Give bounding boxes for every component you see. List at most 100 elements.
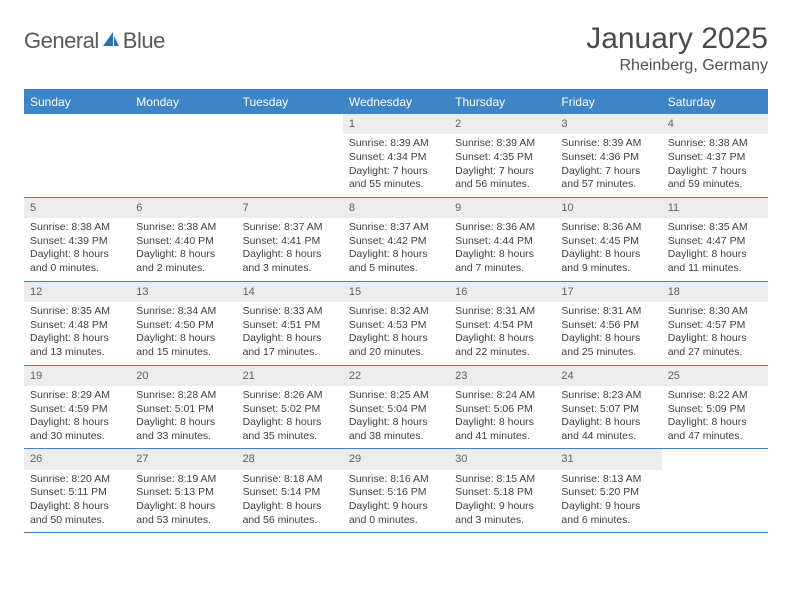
day-body: Sunrise: 8:24 AMSunset: 5:06 PMDaylight:… [449,386,555,449]
day-ss: Sunset: 4:54 PM [455,319,549,333]
day-ss: Sunset: 4:41 PM [243,235,337,249]
day-ss: Sunset: 5:02 PM [243,403,337,417]
logo-sail-icon [101,30,121,53]
day-number: 1 [343,114,449,134]
day-dl1: Daylight: 8 hours [30,332,124,346]
day-body: Sunrise: 8:36 AMSunset: 4:45 PMDaylight:… [555,218,661,281]
day-body: Sunrise: 8:22 AMSunset: 5:09 PMDaylight:… [662,386,768,449]
day-body: Sunrise: 8:31 AMSunset: 4:56 PMDaylight:… [555,302,661,365]
month-title: January 2025 [586,22,768,55]
calendar-page: General Blue January 2025 Rheinberg, Ger… [0,0,792,533]
day-cell: 3Sunrise: 8:39 AMSunset: 4:36 PMDaylight… [555,114,661,197]
day-number: 22 [343,366,449,386]
weeks-container: 1 Sunrise: 8:39 AMSunset: 4:34 PM Daylight… [24,114,768,533]
day-cell: 15Sunrise: 8:32 AMSunset: 4:53 PMDayligh… [343,282,449,365]
day-ss: Sunset: 5:18 PM [455,486,549,500]
day-dl2: and 47 minutes. [668,430,762,444]
day-cell [662,449,768,532]
day-cell: 27Sunrise: 8:19 AMSunset: 5:13 PMDayligh… [130,449,236,532]
day-sr: Sunrise: 8:29 AM [30,389,124,403]
day-dl2: and 22 minutes. [455,346,549,360]
day-cell: 7Sunrise: 8:37 AMSunset: 4:41 PMDaylight… [237,198,343,281]
day-dl2: and 41 minutes. [455,430,549,444]
day-dl1: Daylight: 8 hours [349,416,443,430]
day-dl1: Daylight: 8 hours [136,332,230,346]
day-dl1: Daylight: 9 hours [349,500,443,514]
day-number: 14 [237,282,343,302]
day-dl2: and 0 minutes. [30,262,124,276]
day-cell: 22Sunrise: 8:25 AMSunset: 5:04 PMDayligh… [343,366,449,449]
day-number: 4 [662,114,768,134]
day-dl2: and 35 minutes. [243,430,337,444]
day-cell: 12Sunrise: 8:35 AMSunset: 4:48 PMDayligh… [24,282,130,365]
day-sr: Sunrise: 8:20 AM [30,473,124,487]
week-row: 12Sunrise: 8:35 AMSunset: 4:48 PMDayligh… [24,282,768,366]
day-number: 26 [24,449,130,469]
day-number: 21 [237,366,343,386]
day-sr: Sunrise: 8:30 AM [668,305,762,319]
day-dl2: and 33 minutes. [136,430,230,444]
day-cell: 5Sunrise: 8:38 AMSunset: 4:39 PMDaylight… [24,198,130,281]
day-sr: Sunrise: 8:38 AM [668,137,762,151]
day-ss: Sunset: 4:56 PM [561,319,655,333]
day-dl2: and 59 minutes. [668,178,762,192]
day-body: Sunrise: 8:39 AMSunset: 4:36 PMDaylight:… [555,134,661,197]
day-sr: Sunrise: 8:13 AM [561,473,655,487]
day-cell: 13Sunrise: 8:34 AMSunset: 4:50 PMDayligh… [130,282,236,365]
day-number: 5 [24,198,130,218]
day-dl1: Daylight: 8 hours [561,332,655,346]
day-number: 31 [555,449,661,469]
day-dl1: Daylight: 8 hours [30,416,124,430]
day-number: 15 [343,282,449,302]
day-dl2: and 3 minutes. [455,514,549,528]
day-cell: 11Sunrise: 8:35 AMSunset: 4:47 PMDayligh… [662,198,768,281]
day-ss: Sunset: 4:44 PM [455,235,549,249]
day-number: 27 [130,449,236,469]
day-cell: 4Sunrise: 8:38 AMSunset: 4:37 PMDaylight… [662,114,768,197]
day-ss: Sunset: 5:20 PM [561,486,655,500]
day-ss: Sunset: 4:35 PM [455,151,549,165]
day-body: Sunrise: 8:20 AMSunset: 5:11 PMDaylight:… [24,470,130,533]
day-body: Sunrise: 8:35 AMSunset: 4:47 PMDaylight:… [662,218,768,281]
day-sr: Sunrise: 8:36 AM [561,221,655,235]
day-sr: Sunrise: 8:37 AM [243,221,337,235]
day-number: 2 [449,114,555,134]
day-body: Sunrise: 8:31 AMSunset: 4:54 PMDaylight:… [449,302,555,365]
day-ss: Sunset: 4:42 PM [349,235,443,249]
day-sr: Sunrise: 8:31 AM [455,305,549,319]
day-sr: Sunrise: 8:37 AM [349,221,443,235]
day-number: 12 [24,282,130,302]
day-ss: Sunset: 4:34 PM [349,151,443,165]
day-dl2: and 38 minutes. [349,430,443,444]
day-dl1: Daylight: 8 hours [455,332,549,346]
day-number: 7 [237,198,343,218]
page-header: General Blue January 2025 Rheinberg, Ger… [24,22,768,75]
day-cell: 9Sunrise: 8:36 AMSunset: 4:44 PMDaylight… [449,198,555,281]
day-dl1: Daylight: 8 hours [668,332,762,346]
day-ss: Sunset: 5:07 PM [561,403,655,417]
day-body: Sunrise: 8:15 AMSunset: 5:18 PMDaylight:… [449,470,555,533]
day-cell: 25Sunrise: 8:22 AMSunset: 5:09 PMDayligh… [662,366,768,449]
day-body: Sunrise: 8:13 AMSunset: 5:20 PMDaylight:… [555,470,661,533]
day-ss: Sunset: 5:06 PM [455,403,549,417]
day-dl1: Daylight: 8 hours [455,416,549,430]
day-dl2: and 50 minutes. [30,514,124,528]
day-dl2: and 17 minutes. [243,346,337,360]
day-ss: Sunset: 5:04 PM [349,403,443,417]
day-body: Sunrise: 8:19 AMSunset: 5:13 PMDaylight:… [130,470,236,533]
day-sr: Sunrise: 8:19 AM [136,473,230,487]
day-body: Sunrise: 8:25 AMSunset: 5:04 PMDaylight:… [343,386,449,449]
day-sr: Sunrise: 8:32 AM [349,305,443,319]
day-body: Sunrise: 8:18 AMSunset: 5:14 PMDaylight:… [237,470,343,533]
day-sr: Sunrise: 8:39 AM [349,137,443,151]
header-right: January 2025 Rheinberg, Germany [586,22,768,75]
day-cell [237,114,343,197]
day-ss: Sunset: 4:51 PM [243,319,337,333]
day-dl1: Daylight: 8 hours [349,248,443,262]
day-sr: Sunrise: 8:33 AM [243,305,337,319]
day-dl1: Daylight: 8 hours [243,416,337,430]
day-number: 25 [662,366,768,386]
day-dl2: and 2 minutes. [136,262,230,276]
day-dl2: and 25 minutes. [561,346,655,360]
day-dl1: Daylight: 8 hours [668,248,762,262]
